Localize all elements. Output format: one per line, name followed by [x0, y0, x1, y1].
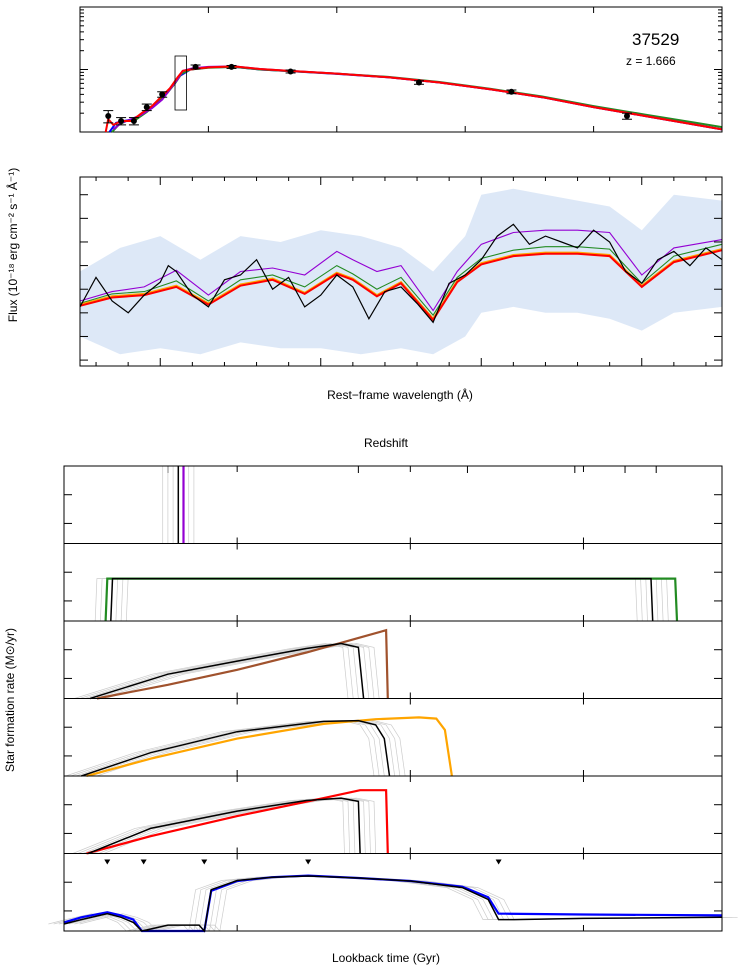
sfh-posterior-draw-line — [94, 578, 638, 622]
sfh-model-panels — [48, 465, 738, 933]
sfh-panel-1 — [63, 543, 723, 622]
sed-series-line-0 — [108, 65, 723, 133]
sfh-posterior-draw-line — [84, 643, 359, 699]
piecewise-bin-marker-0 — [104, 859, 111, 865]
sed-photometry-points — [103, 63, 632, 126]
sfh-series-line-5-0 — [63, 874, 723, 933]
flux-y-axis-label: Flux (10⁻¹⁸ erg cm⁻² s⁻¹ Å⁻¹) — [5, 168, 20, 322]
sfh-posterior-draw-line — [48, 875, 707, 932]
photometry-point-1 — [118, 117, 125, 124]
sfh-posterior-draw-line — [105, 578, 648, 622]
photometry-point-3 — [143, 104, 150, 111]
sfh-posterior-draw-line — [103, 797, 377, 854]
spectrum-plot-frame — [79, 176, 723, 367]
sfh-posterior-draw-line — [93, 797, 366, 854]
sfh-panel-5 — [48, 853, 738, 933]
sfh-panel-0 — [63, 465, 723, 544]
sfh-posterior-draw-line — [125, 578, 669, 622]
sfh-posterior-draws — [94, 578, 669, 622]
sfh-posterior-draw-line — [53, 875, 712, 932]
spectrum-series-line-0 — [79, 229, 723, 312]
spectrum-axis-ticks — [80, 177, 722, 366]
photometry-point-4 — [159, 91, 166, 98]
sfh-posterior-draw-line — [86, 720, 396, 777]
sfh-series-line-3-1 — [81, 719, 391, 777]
sfh-posterior-draw-line — [72, 797, 345, 854]
photometry-point-5 — [192, 63, 199, 70]
redshift-label: z = 1.666 — [626, 54, 676, 68]
sfh-posterior-draw-line — [105, 643, 380, 699]
sfh-posterior-draw-line — [74, 643, 349, 699]
sed-series-line-2 — [112, 65, 723, 131]
spectrum-series — [79, 223, 723, 324]
sfh-posterior-draw-line — [115, 578, 659, 622]
sfh-series-line-2-0 — [96, 628, 389, 700]
sfh-posterior-draw-line — [74, 875, 733, 932]
sfh-panel-3 — [63, 698, 723, 778]
sed-panel: 37529 z = 1.666 — [79, 6, 723, 133]
sfh-panels: Redshift Lookback time (Gyr) Star format… — [3, 436, 738, 965]
sfh-series-line-1-1 — [110, 577, 654, 622]
sfh-posterior-draws — [48, 875, 738, 932]
sfh-series-line-1-0 — [104, 577, 679, 622]
sfh-series-line-2-1 — [89, 642, 365, 700]
sfh-posterior-draws — [72, 797, 377, 854]
redshift-tick-labels — [63, 466, 657, 473]
spectrum-series-line-1 — [79, 243, 723, 317]
redshift-axis-label: Redshift — [364, 436, 409, 450]
sfh-posterior-draw-line — [82, 797, 356, 854]
sed-zoom-region-box — [174, 55, 187, 111]
sfh-posterior-draw-line — [58, 875, 717, 932]
piecewise-bin-marker-3 — [305, 859, 312, 865]
photometry-point-8 — [415, 79, 422, 86]
object-id-label: 37529 — [632, 30, 679, 49]
spectrum-panel: Rest−frame wavelength (Å) Flux (10⁻¹⁸ er… — [5, 168, 723, 402]
sfh-series-line-5-1 — [63, 875, 723, 933]
sed-series-line-1 — [111, 65, 723, 133]
sfh-panel-frame-4 — [63, 775, 723, 854]
sed-axis-ticks — [79, 6, 723, 133]
piecewise-bin-marker-4 — [495, 859, 502, 865]
piecewise-bin-marker-2 — [201, 859, 208, 865]
photometry-point-10 — [623, 113, 630, 120]
sfh-series-line-3-0 — [86, 716, 453, 778]
sfh-posterior-draw-line — [100, 578, 643, 622]
sfh-posterior-draw-line — [77, 797, 351, 854]
sed-series-line-3 — [104, 65, 723, 133]
sfh-panel-2 — [63, 620, 723, 700]
sfh-series-line-4-1 — [87, 797, 361, 855]
photometry-point-9 — [508, 88, 515, 95]
sfh-panel-4 — [63, 775, 723, 855]
sfh-posterior-draw-line — [79, 875, 738, 932]
photometry-point-6 — [228, 63, 235, 70]
photometry-point-0 — [105, 113, 112, 120]
sfr-y-axis-label: Star formation rate (M⊙/yr) — [3, 628, 17, 772]
sed-model-series — [104, 65, 723, 133]
sfh-series-line-4-0 — [86, 789, 389, 855]
photometry-point-7 — [287, 68, 294, 75]
sfh-posterior-draw-line — [79, 643, 354, 699]
lookback-x-axis-label: Lookback time (Gyr) — [332, 951, 440, 965]
sfh-posterior-draw-line — [120, 578, 664, 622]
piecewise-bin-marker-1 — [140, 859, 147, 865]
sfh-panel-frame-5 — [63, 853, 723, 932]
sfh-posterior-draw-line — [98, 797, 371, 854]
spectrum-series-line-4 — [79, 223, 723, 324]
spectrum-x-axis-label: Rest−frame wavelength (Å) — [327, 387, 473, 402]
photometry-point-2 — [130, 117, 137, 124]
sfh-panel-frame-1 — [63, 543, 723, 622]
sfh-posterior-draw-line — [69, 875, 728, 932]
